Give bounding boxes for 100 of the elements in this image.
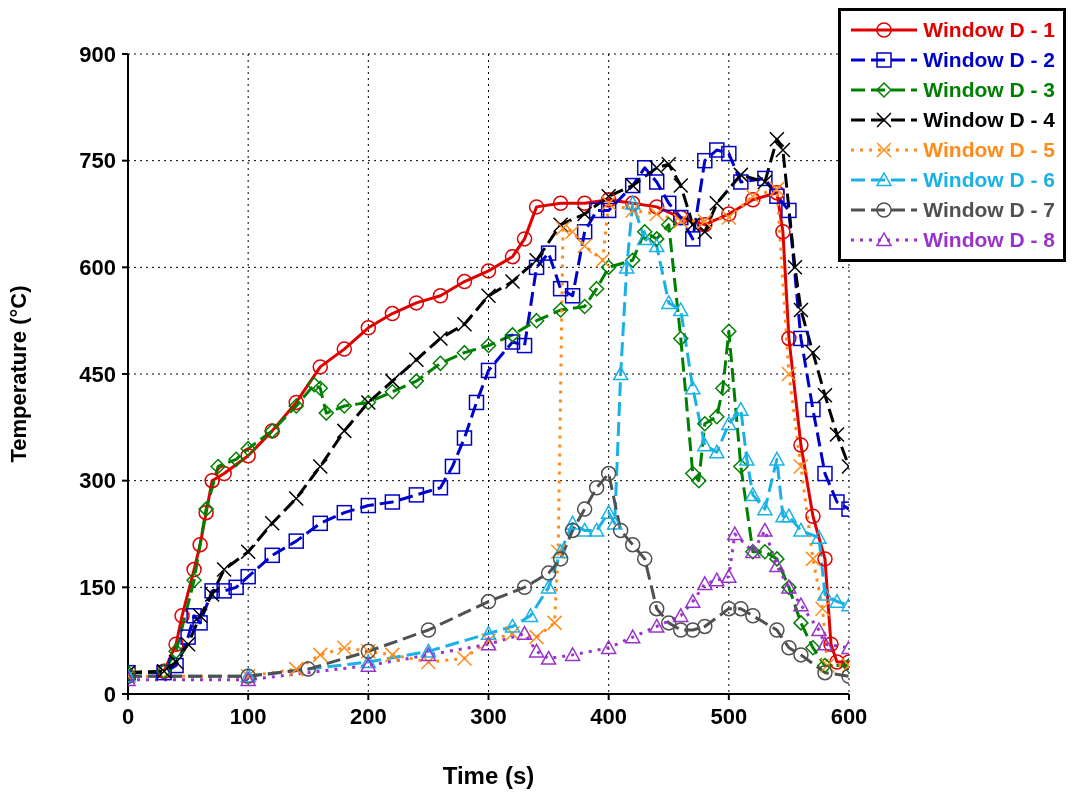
- point: [648, 174, 665, 190]
- point: [781, 366, 797, 382]
- point: [600, 202, 617, 219]
- legend-label: Window D - 3: [923, 78, 1055, 102]
- point: [336, 341, 353, 357]
- point: [727, 526, 743, 541]
- point: [564, 515, 581, 530]
- point: [805, 344, 821, 361]
- point: [432, 330, 449, 347]
- point: [504, 625, 521, 642]
- point: [384, 647, 401, 663]
- point: [685, 622, 701, 638]
- point: [817, 636, 833, 651]
- x-tick-label: 500: [710, 703, 748, 729]
- y-tick-label: 450: [79, 361, 116, 387]
- point: [555, 220, 571, 236]
- x-tick-label: 0: [121, 703, 135, 729]
- point: [673, 622, 689, 638]
- point: [420, 643, 437, 658]
- point: [384, 494, 401, 510]
- point: [204, 586, 220, 603]
- point: [552, 302, 569, 318]
- point: [312, 359, 329, 375]
- point: [624, 202, 641, 219]
- point: [636, 231, 653, 246]
- point: [600, 504, 617, 520]
- point: [661, 216, 677, 233]
- point: [618, 259, 635, 274]
- point: [594, 252, 611, 268]
- point: [757, 170, 773, 187]
- point: [781, 202, 797, 219]
- point: [661, 295, 677, 310]
- point: [817, 551, 833, 567]
- point: [576, 195, 593, 212]
- point: [721, 209, 737, 226]
- point: [408, 352, 425, 368]
- point: [408, 295, 425, 311]
- point: [793, 647, 809, 663]
- legend-label: Window D - 6: [923, 168, 1055, 192]
- point: [408, 487, 425, 503]
- point: [805, 551, 821, 567]
- point: [588, 480, 605, 496]
- point: [288, 398, 304, 414]
- y-tick-label: 150: [79, 575, 116, 601]
- point: [685, 380, 701, 395]
- point: [673, 330, 689, 347]
- point: [180, 636, 196, 652]
- point: [697, 416, 713, 432]
- point: [661, 195, 677, 212]
- point: [504, 273, 521, 290]
- y-tick-label: 600: [79, 255, 116, 281]
- point: [240, 440, 256, 457]
- point: [264, 547, 280, 564]
- point: [312, 515, 329, 532]
- point: [721, 145, 737, 162]
- point: [216, 583, 232, 599]
- point: [576, 224, 593, 240]
- point: [817, 465, 833, 482]
- point: [288, 533, 304, 549]
- point: [528, 259, 545, 276]
- point: [823, 636, 839, 652]
- point: [564, 288, 581, 304]
- point: [468, 394, 485, 411]
- point: [636, 160, 653, 176]
- point: [793, 302, 809, 318]
- point: [588, 280, 605, 297]
- legend-label: Window D - 1: [923, 18, 1055, 42]
- point: [691, 472, 707, 489]
- point: [456, 430, 473, 446]
- point: [168, 643, 184, 660]
- point: [420, 622, 437, 638]
- point: [216, 561, 232, 578]
- point: [829, 426, 845, 443]
- point: [775, 508, 791, 523]
- point: [697, 576, 713, 591]
- point: [564, 522, 581, 539]
- point: [769, 451, 785, 466]
- point: [733, 600, 749, 617]
- point: [673, 608, 689, 623]
- point: [288, 661, 304, 677]
- legend-label: Window D - 2: [923, 48, 1055, 72]
- point: [814, 600, 831, 617]
- y-tick-label: 900: [79, 41, 116, 67]
- point: [817, 586, 833, 601]
- point: [775, 224, 791, 240]
- point: [168, 657, 184, 674]
- point: [456, 316, 473, 332]
- point: [600, 640, 617, 655]
- point: [739, 451, 755, 466]
- point: [733, 167, 749, 183]
- point: [360, 497, 377, 514]
- point: [721, 568, 737, 584]
- point: [564, 647, 581, 662]
- point: [336, 640, 353, 656]
- point: [210, 458, 226, 475]
- point: [198, 501, 214, 517]
- point: [168, 636, 184, 652]
- point: [648, 206, 665, 222]
- point: [793, 330, 809, 347]
- point: [793, 597, 809, 612]
